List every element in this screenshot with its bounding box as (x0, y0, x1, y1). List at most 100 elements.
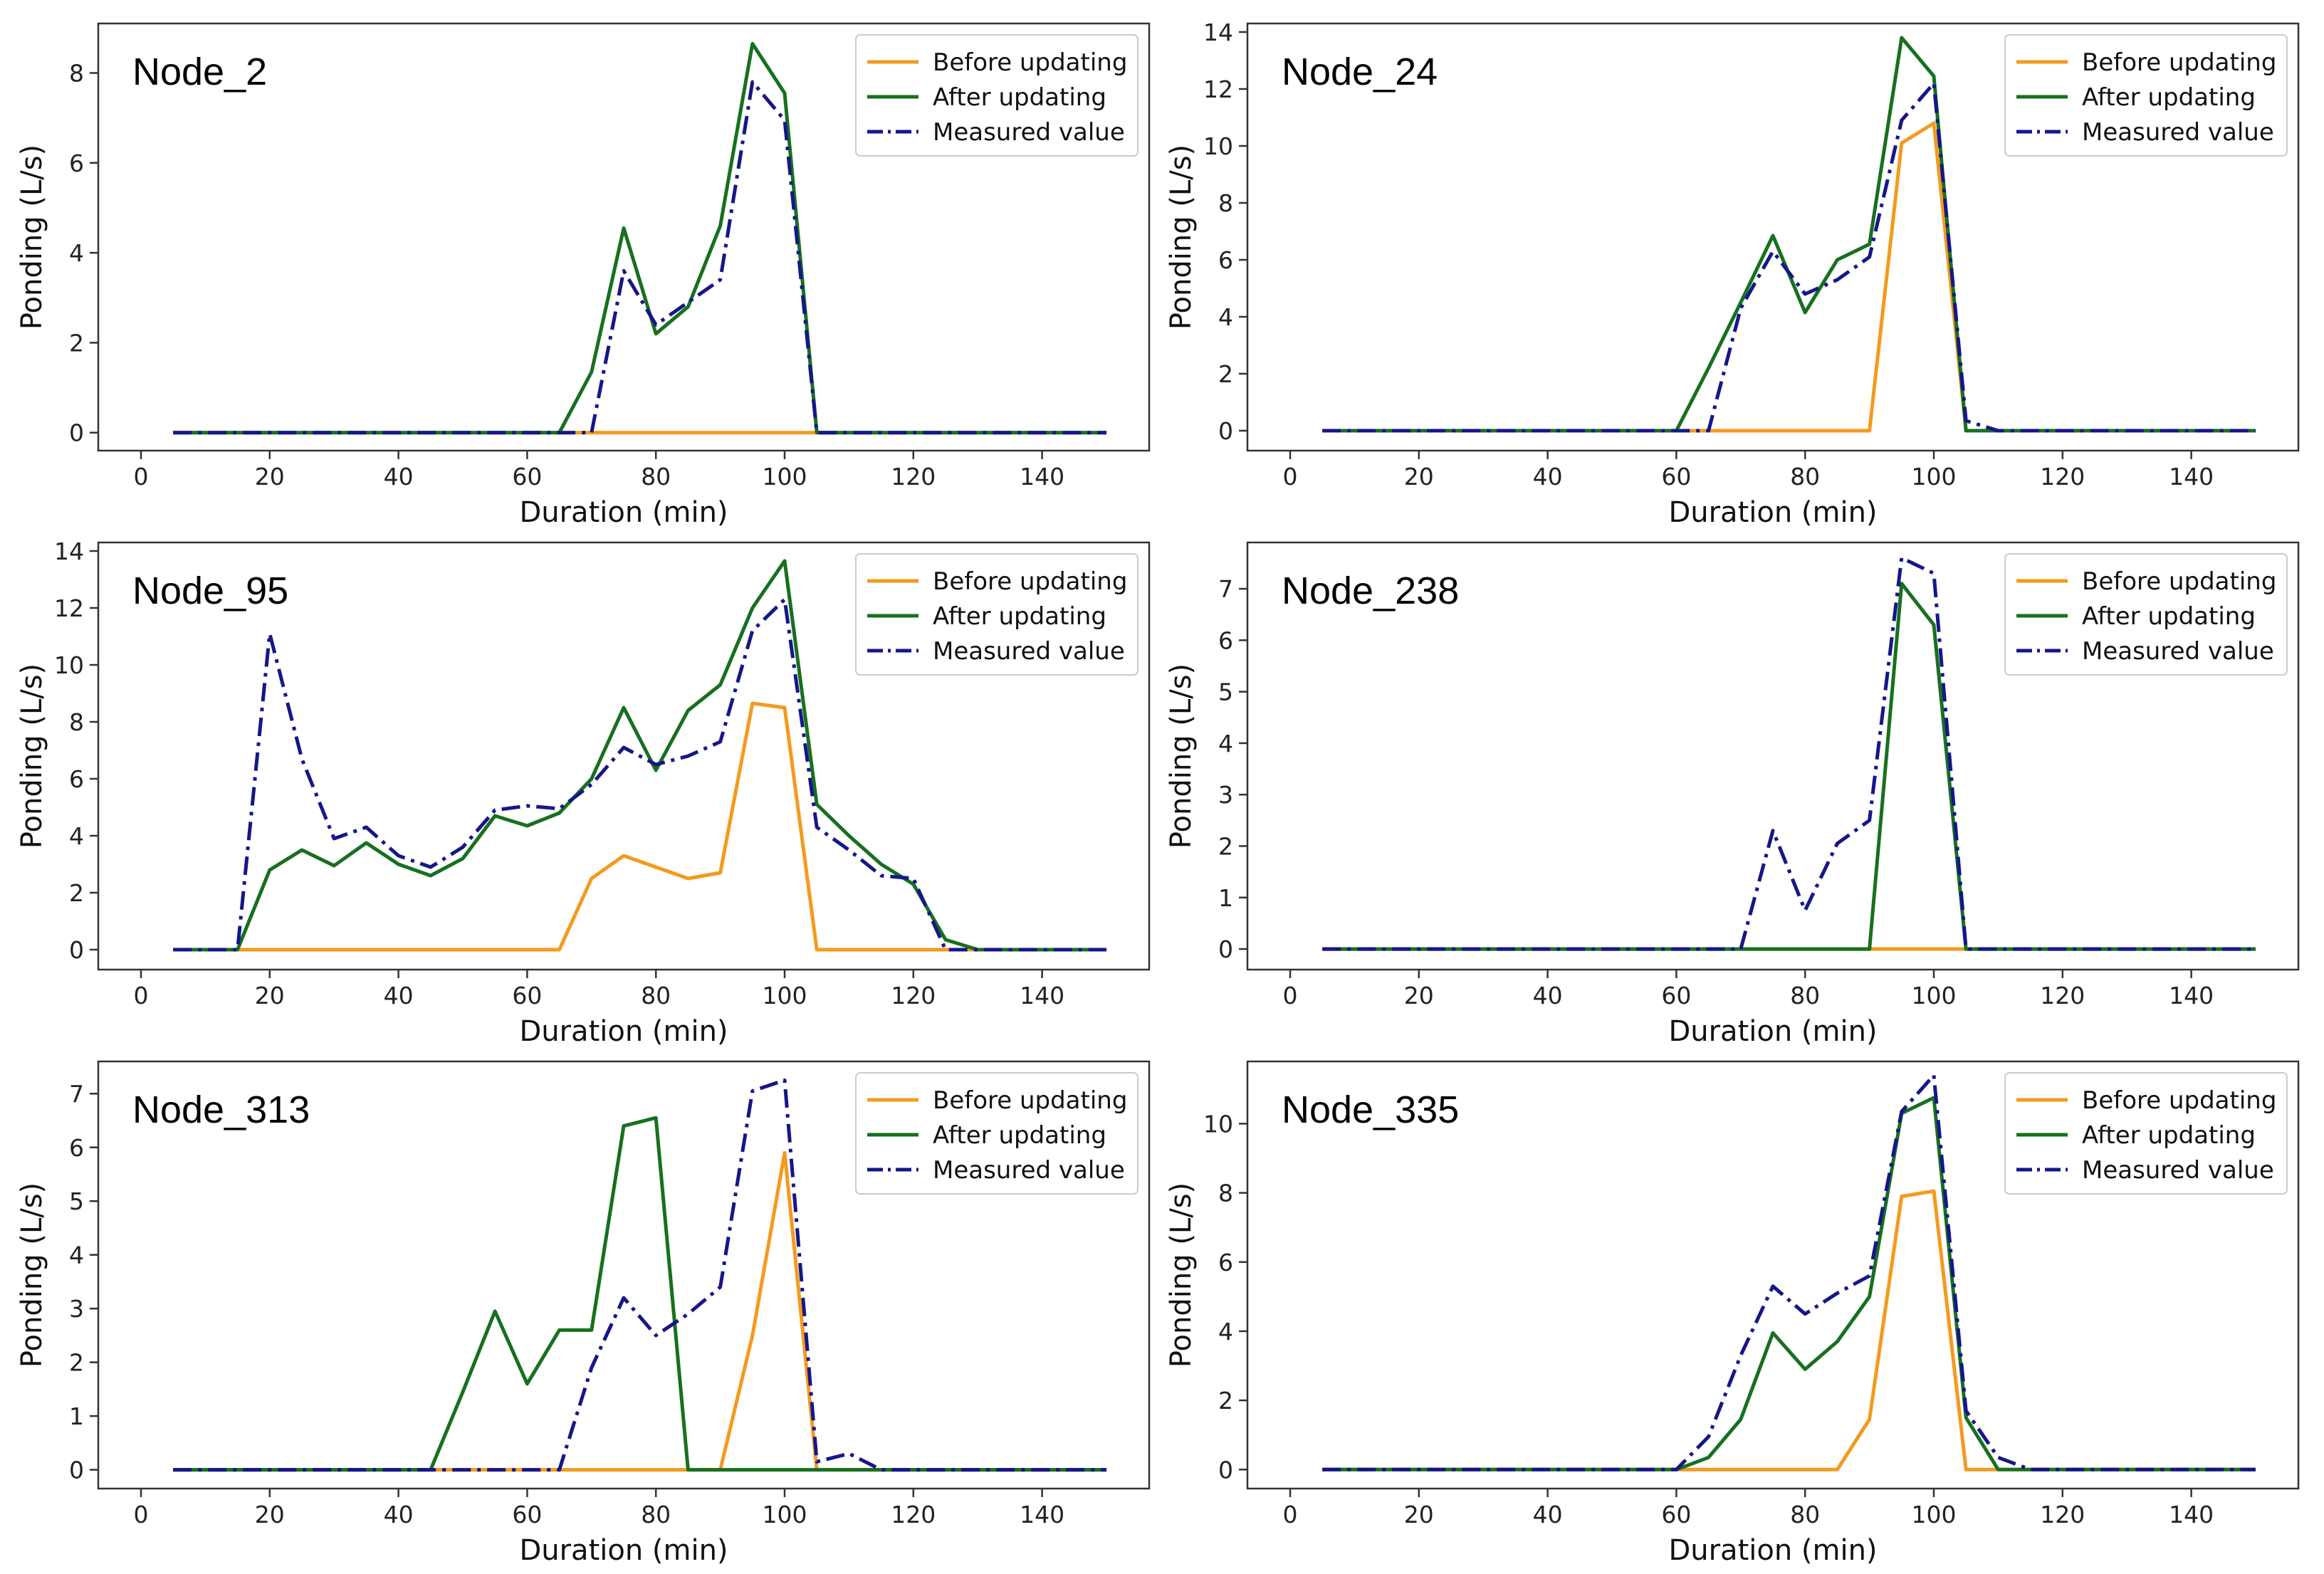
y-tick-label: 8 (1218, 1180, 1233, 1207)
y-axis-label: Ponding (L/s) (16, 145, 48, 330)
chart-panel-4: 0 20 40 60 80 100 120 140 0 1 2 3 4 5 6 7 Duration (min)… (16, 1060, 1151, 1567)
x-tick-label: 60 (512, 463, 542, 490)
chart-title: Node_238 (1282, 570, 1459, 612)
x-tick-label: 140 (1020, 1501, 1064, 1528)
y-axis-label: Ponding (L/s) (1165, 145, 1198, 330)
y-tick-label: 2 (69, 329, 84, 357)
x-tick-label: 80 (641, 982, 671, 1009)
y-tick-label: 6 (69, 149, 84, 177)
x-tick-label: 80 (641, 463, 671, 490)
chart-panel-1: 0 20 40 60 80 100 120 140 0 2 4 6 8 10 12 14 Duration (m… (1165, 19, 2300, 529)
series-line-measured (173, 597, 1106, 952)
x-tick-label: 40 (384, 1501, 414, 1528)
y-tick-label: 8 (69, 59, 84, 87)
x-tick-label: 20 (255, 463, 285, 490)
x-tick-label: 0 (1283, 1501, 1298, 1528)
x-tick-label: 100 (1912, 463, 1957, 490)
y-tick-label: 2 (1218, 833, 1233, 861)
series-line-measured (1322, 1073, 2256, 1471)
y-tick-label: 14 (1203, 19, 1233, 46)
x-tick-label: 40 (1533, 463, 1563, 490)
y-tick-label: 4 (1218, 303, 1233, 331)
legend-entry: Before updating (2082, 567, 2276, 596)
x-axis-label: Duration (min) (519, 1015, 728, 1048)
y-tick-label: 2 (69, 879, 84, 907)
y-axis-label: Ponding (L/s) (1165, 1182, 1198, 1368)
x-tick-label: 140 (1020, 982, 1064, 1009)
series-line-measured (1322, 556, 2256, 951)
legend-entry: Before updating (933, 567, 1127, 596)
y-tick-label: 5 (1218, 678, 1233, 706)
y-tick-label: 5 (69, 1187, 84, 1215)
legend-entry: Measured value (933, 1156, 1125, 1185)
series-line-measured (173, 80, 1106, 435)
x-tick-label: 40 (1533, 982, 1563, 1009)
legend-entry: Measured value (2082, 118, 2274, 147)
x-tick-label: 60 (512, 982, 542, 1009)
chart-title: Node_95 (132, 570, 288, 612)
x-tick-label: 120 (891, 982, 936, 1009)
y-tick-label: 8 (69, 708, 84, 736)
legend-entry: Before updating (933, 1086, 1127, 1115)
chart-title: Node_335 (1282, 1088, 1459, 1131)
x-tick-label: 0 (134, 463, 149, 490)
chart-title: Node_313 (132, 1088, 310, 1131)
y-tick-label: 0 (69, 1457, 84, 1484)
legend-entry: Before updating (2082, 48, 2276, 77)
y-tick-label: 0 (69, 936, 84, 964)
x-tick-label: 140 (2169, 982, 2214, 1009)
x-tick-label: 0 (1283, 463, 1298, 490)
y-tick-label: 6 (1218, 246, 1233, 274)
legend-entry: Measured value (933, 118, 1125, 147)
chart-title: Node_2 (132, 51, 267, 93)
y-tick-label: 10 (54, 651, 84, 679)
x-tick-label: 120 (2040, 1501, 2085, 1528)
chart-panel-2: 0 20 40 60 80 100 120 140 0 2 4 6 8 10 12 14 Duration (m… (16, 537, 1151, 1048)
y-axis-label: Ponding (L/s) (16, 1182, 48, 1368)
y-tick-label: 1 (1218, 884, 1233, 912)
x-tick-label: 140 (2169, 1501, 2214, 1528)
x-tick-label: 120 (2040, 982, 2085, 1009)
y-axis-label: Ponding (L/s) (1165, 663, 1198, 849)
legend-entry: After updating (933, 83, 1106, 112)
y-tick-label: 7 (1218, 575, 1233, 603)
y-tick-label: 6 (1218, 1249, 1233, 1276)
legend-entry: After updating (2082, 1121, 2256, 1150)
x-tick-label: 100 (763, 982, 807, 1009)
legend-box (855, 553, 1139, 676)
y-tick-label: 3 (69, 1295, 84, 1323)
x-axis-label: Duration (min) (1668, 1534, 1877, 1567)
y-axis-label: Ponding (L/s) (16, 663, 48, 849)
legend-box (855, 34, 1139, 157)
y-tick-label: 0 (69, 419, 84, 447)
y-tick-label: 4 (69, 822, 84, 850)
x-tick-label: 80 (1790, 1501, 1820, 1528)
x-tick-label: 140 (2169, 463, 2214, 490)
x-tick-label: 100 (763, 1501, 807, 1528)
x-tick-label: 60 (1661, 463, 1691, 490)
x-tick-label: 40 (384, 463, 414, 490)
legend-entry: Measured value (2082, 637, 2274, 666)
y-tick-label: 1 (69, 1402, 84, 1430)
y-tick-label: 12 (1203, 75, 1233, 103)
y-tick-label: 8 (1218, 189, 1233, 217)
y-tick-label: 10 (1203, 132, 1233, 160)
y-tick-label: 0 (1218, 935, 1233, 963)
x-axis-label: Duration (min) (1668, 1015, 1877, 1048)
legend-box (2004, 553, 2288, 676)
legend-entry: After updating (2082, 83, 2256, 112)
y-tick-label: 12 (54, 594, 84, 622)
y-tick-label: 0 (1218, 1456, 1233, 1484)
y-tick-label: 4 (69, 239, 84, 267)
x-tick-label: 0 (134, 1501, 149, 1528)
x-tick-label: 60 (512, 1501, 542, 1528)
x-tick-label: 120 (2040, 463, 2085, 490)
series-line-after (173, 559, 1106, 952)
x-tick-label: 140 (1020, 463, 1064, 490)
legend-entry: Measured value (933, 637, 1125, 666)
y-tick-label: 2 (69, 1349, 84, 1377)
y-tick-label: 4 (1218, 730, 1233, 757)
x-tick-label: 100 (1912, 1501, 1957, 1528)
x-tick-label: 120 (891, 463, 936, 490)
legend-entry: After updating (2082, 602, 2256, 631)
